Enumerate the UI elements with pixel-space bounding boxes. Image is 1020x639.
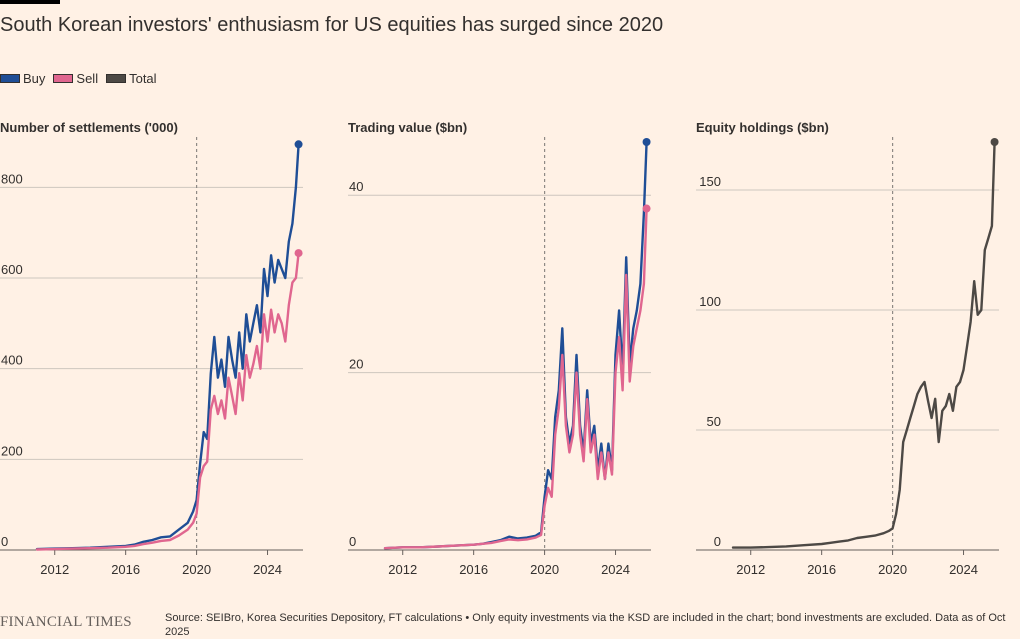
series-endpoint-buy — [642, 138, 651, 146]
y-tick-label: 0 — [349, 534, 356, 549]
legend-item-buy: Buy — [0, 71, 45, 86]
chart-panel-2: Trading value ($bn) 0 20 40 2012 2016 2020 2024 — [348, 120, 651, 577]
y-tick-label: 40 — [349, 179, 363, 194]
x-tick-label: 2016 — [459, 562, 488, 577]
series-endpoint-sell — [642, 204, 651, 213]
y-tick-label: 400 — [1, 353, 23, 368]
chart-panel-3: Equity holdings ($bn) 0 50 100 150 2012 2016 20… — [696, 120, 999, 577]
y-tick-label: 0 — [714, 534, 721, 549]
series-endpoint-total — [990, 138, 999, 146]
financial-times-logo: FINANCIAL TIMES — [0, 614, 132, 630]
ft-top-accent-bar — [0, 0, 60, 4]
legend-label-buy: Buy — [23, 71, 46, 86]
y-tick-label: 50 — [707, 414, 721, 429]
x-tick-label: 2012 — [40, 562, 69, 577]
chart-headline: South Korean investors' enthusiasm for U… — [0, 14, 664, 36]
series-line-buy — [35, 143, 300, 551]
legend-swatch-sell — [53, 74, 74, 83]
y-tick-label: 800 — [1, 171, 23, 186]
series-line-buy — [383, 140, 648, 550]
series-endpoint-buy — [294, 140, 303, 149]
legend-item-sell: Sell — [53, 71, 98, 86]
x-tick-label: 2024 — [601, 562, 630, 577]
y-tick-label: 150 — [699, 174, 721, 189]
x-tick-label: 2024 — [949, 562, 978, 577]
panel-title: Equity holdings ($bn) — [696, 120, 829, 135]
x-tick-label: 2016 — [807, 562, 836, 577]
legend-swatch-total — [106, 74, 127, 83]
chart-panel-1: Number of settlements ('000) 0 200 400 600 80… — [0, 120, 303, 577]
series-line-sell — [35, 251, 300, 551]
series-line-total — [731, 140, 996, 549]
y-tick-label: 0 — [1, 534, 8, 549]
series-endpoint-sell — [294, 249, 303, 258]
footer: FINANCIAL TIMES Source: SEIBro, Korea Se… — [0, 611, 1020, 639]
y-tick-label: 600 — [1, 262, 23, 277]
legend-label-sell: Sell — [76, 71, 99, 86]
charts-area: Number of settlements ('000)020040060080… — [0, 120, 999, 577]
source-note: Source: SEIBro, Korea Securities Deposit… — [165, 612, 1006, 638]
legend-item-total: Total — [106, 71, 157, 86]
legend-label-total: Total — [129, 71, 157, 86]
y-tick-label: 200 — [1, 443, 23, 458]
x-tick-label: 2016 — [111, 562, 140, 577]
y-tick-label: 20 — [349, 357, 363, 372]
x-tick-label: 2020 — [182, 562, 211, 577]
x-tick-label: 2020 — [878, 562, 907, 577]
panel-title: Trading value ($bn) — [348, 120, 467, 135]
panel-title: Number of settlements ('000) — [0, 120, 178, 135]
series-line-sell — [383, 207, 648, 550]
x-tick-label: 2024 — [253, 562, 282, 577]
legend-swatch-buy — [0, 74, 20, 83]
legend: Buy Sell Total — [0, 71, 165, 86]
x-tick-label: 2012 — [736, 562, 765, 577]
x-tick-label: 2012 — [388, 562, 417, 577]
x-tick-label: 2020 — [530, 562, 559, 577]
y-tick-label: 100 — [699, 294, 721, 309]
